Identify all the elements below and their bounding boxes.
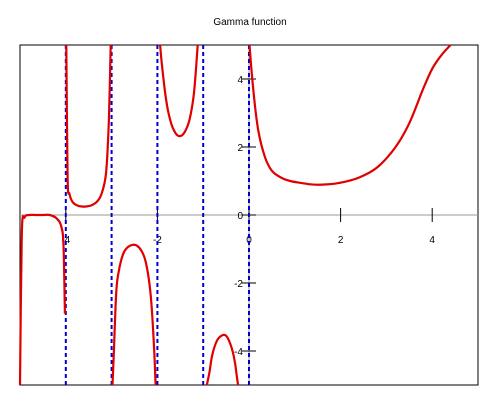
y-tick-label: 0 xyxy=(237,211,243,222)
y-tick-label: -4 xyxy=(234,347,243,358)
curve-layer xyxy=(18,44,452,386)
x-tick-label: -4 xyxy=(61,235,70,246)
gamma-curve-segment xyxy=(205,333,240,386)
gamma-curve-segment xyxy=(65,44,112,208)
chart-title: Gamma function xyxy=(213,17,286,28)
x-tick-label: 2 xyxy=(338,235,344,246)
x-tick-label: -2 xyxy=(153,235,162,246)
asymptote-layer xyxy=(64,45,250,385)
y-tick-label: 4 xyxy=(237,75,243,86)
gamma-curve-segment xyxy=(248,44,452,186)
y-tick-label: -2 xyxy=(234,279,243,290)
y-tick-label: 2 xyxy=(237,143,243,154)
gamma-curve-segment xyxy=(111,243,157,386)
gamma-curve-segment xyxy=(159,44,199,138)
x-tick-label: 4 xyxy=(429,235,435,246)
gamma-curve-segment xyxy=(18,213,66,386)
x-tick-label: 0 xyxy=(246,235,252,246)
